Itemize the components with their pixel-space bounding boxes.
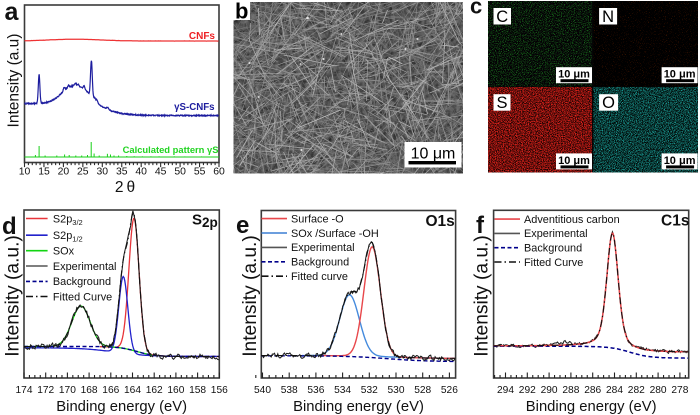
- svg-text:Intensity (a.u.): Intensity (a.u.): [3, 235, 24, 357]
- svg-text:60: 60: [213, 167, 225, 178]
- svg-text:Experimental: Experimental: [53, 261, 117, 273]
- svg-text:c: c: [470, 0, 482, 19]
- svg-text:290: 290: [541, 385, 558, 396]
- svg-text:SOx: SOx: [53, 246, 75, 258]
- svg-text:10 μm: 10 μm: [664, 155, 696, 167]
- svg-text:a: a: [5, 0, 20, 26]
- svg-text:Binding energy (eV): Binding energy (eV): [293, 399, 424, 415]
- svg-text:280: 280: [650, 385, 667, 396]
- svg-text:294: 294: [497, 385, 514, 396]
- svg-text:Binding energy (eV): Binding energy (eV): [56, 399, 187, 415]
- svg-text:Experimental: Experimental: [291, 242, 355, 254]
- svg-text:156: 156: [211, 385, 228, 396]
- svg-text:526: 526: [441, 385, 458, 396]
- svg-text:25: 25: [77, 167, 89, 178]
- svg-text:b: b: [235, 0, 248, 24]
- svg-text:O1s: O1s: [426, 213, 455, 230]
- svg-text:20: 20: [58, 167, 70, 178]
- svg-text:160: 160: [167, 385, 184, 396]
- svg-text:10 μm: 10 μm: [558, 155, 590, 167]
- svg-text:Intensity (a.u.): Intensity (a.u.): [240, 235, 261, 357]
- svg-text:40: 40: [135, 167, 147, 178]
- svg-text:Background: Background: [53, 276, 111, 288]
- svg-text:30: 30: [97, 167, 109, 178]
- svg-text:Fitted Curve: Fitted Curve: [53, 291, 112, 303]
- svg-text:10: 10: [19, 167, 31, 178]
- svg-text:534: 534: [334, 385, 351, 396]
- svg-text:278: 278: [671, 385, 688, 396]
- svg-text:170: 170: [59, 385, 76, 396]
- svg-text:50: 50: [174, 167, 186, 178]
- svg-text:286: 286: [584, 385, 601, 396]
- svg-text:10 μm: 10 μm: [411, 145, 456, 162]
- svg-text:Calculated pattern γS: Calculated pattern γS: [123, 144, 219, 155]
- svg-text:d: d: [2, 213, 17, 240]
- svg-text:292: 292: [519, 385, 536, 396]
- svg-text:158: 158: [189, 385, 206, 396]
- svg-text:288: 288: [562, 385, 579, 396]
- svg-text:164: 164: [124, 385, 141, 396]
- svg-text:Adventitious carbon: Adventitious carbon: [524, 214, 620, 226]
- svg-text:Intensity (a.u.): Intensity (a.u.): [472, 235, 493, 357]
- svg-text:15: 15: [38, 167, 50, 178]
- svg-text:Fitted Curve: Fitted Curve: [524, 257, 583, 269]
- svg-text:2 θ: 2 θ: [115, 179, 135, 196]
- svg-text:Background: Background: [524, 243, 582, 255]
- svg-text:35: 35: [116, 167, 128, 178]
- svg-text:168: 168: [81, 385, 98, 396]
- svg-text:S: S: [496, 94, 507, 112]
- svg-text:S2p: S2p: [192, 212, 218, 231]
- svg-text:284: 284: [606, 385, 623, 396]
- svg-text:530: 530: [388, 385, 405, 396]
- svg-text:Fitted curve: Fitted curve: [291, 271, 348, 283]
- svg-text:Binding energy (eV): Binding energy (eV): [526, 399, 657, 415]
- svg-text:Experimental: Experimental: [524, 228, 588, 240]
- svg-text:10 μm: 10 μm: [664, 69, 696, 81]
- svg-text:C1s: C1s: [661, 213, 689, 230]
- svg-text:172: 172: [37, 385, 54, 396]
- svg-text:Background: Background: [291, 257, 349, 269]
- svg-text:CNFs: CNFs: [189, 31, 216, 42]
- svg-text:538: 538: [281, 385, 298, 396]
- svg-text:γS-CNFs: γS-CNFs: [174, 102, 214, 113]
- svg-text:O: O: [602, 94, 615, 112]
- svg-text:536: 536: [307, 385, 324, 396]
- svg-text:e: e: [236, 212, 249, 239]
- svg-text:45: 45: [155, 167, 167, 178]
- svg-text:166: 166: [102, 385, 119, 396]
- svg-text:10 μm: 10 μm: [558, 69, 590, 81]
- svg-text:528: 528: [414, 385, 431, 396]
- svg-text:N: N: [602, 8, 614, 26]
- svg-text:Intensity (a.u): Intensity (a.u): [5, 34, 22, 128]
- svg-text:540: 540: [254, 385, 271, 396]
- svg-text:C: C: [496, 8, 508, 26]
- svg-text:f: f: [476, 212, 485, 239]
- svg-text:174: 174: [16, 385, 33, 396]
- svg-text:SOx /Surface -OH: SOx /Surface -OH: [291, 228, 379, 240]
- svg-text:282: 282: [628, 385, 645, 396]
- svg-text:162: 162: [146, 385, 163, 396]
- svg-text:532: 532: [361, 385, 378, 396]
- svg-text:Surface -O: Surface -O: [291, 213, 344, 225]
- svg-text:55: 55: [194, 167, 206, 178]
